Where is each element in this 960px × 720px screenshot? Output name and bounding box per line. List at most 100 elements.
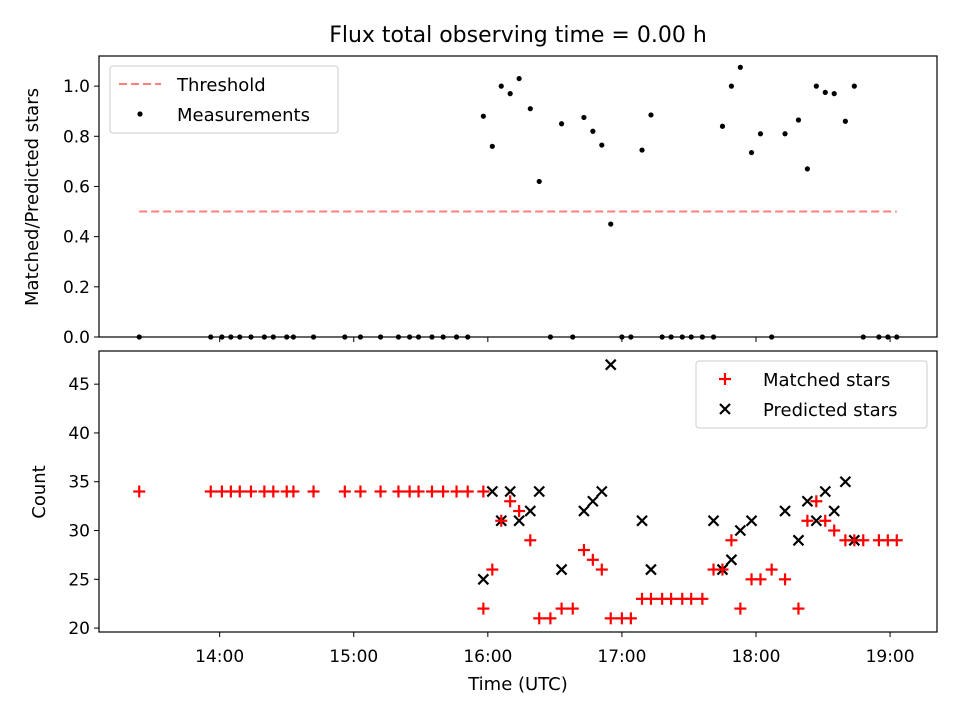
predicted-stars-point	[810, 514, 823, 527]
matched-stars-point	[354, 485, 367, 498]
matched-stars-point	[685, 592, 698, 605]
bottom-y-axis: 20 25 30 35 40 45	[68, 375, 99, 639]
matched-stars-point	[734, 602, 747, 615]
top-y-tick-label: 0.2	[63, 278, 90, 298]
matched-stars-point	[779, 573, 792, 586]
measurement-point	[813, 83, 819, 89]
measurement-point	[608, 221, 614, 227]
matched-stars-point	[544, 612, 557, 625]
bottom-y-tick-label: 35	[68, 473, 90, 493]
bottom-y-axis-label: Count	[29, 465, 50, 518]
matched-stars-point	[555, 602, 568, 615]
matched-stars-point	[819, 514, 832, 527]
x-axis-label: Time (UTC)	[467, 674, 568, 695]
predicted-stars-point	[745, 514, 758, 527]
matched-stars-legend-swatch	[719, 373, 731, 385]
measurement-point	[639, 147, 645, 153]
matched-stars-point	[810, 495, 823, 508]
top-axes-frame	[98, 55, 938, 338]
bottom-y-tick-label: 45	[68, 375, 90, 395]
top-y-axis-label: Matched/Predicted stars	[22, 88, 43, 306]
predicted-stars-point	[636, 514, 648, 527]
predicted-stars-point	[596, 485, 608, 498]
bottom-x-tick-label: 15:00	[329, 647, 378, 667]
predicted-stars-point	[779, 505, 791, 517]
bottom-y-tick-label: 25	[68, 570, 90, 590]
matched-stars-point	[133, 485, 146, 498]
matched-stars-point	[477, 602, 490, 615]
predicted-stars-point	[504, 485, 516, 498]
measurement-point	[748, 149, 755, 156]
predicted-stars-point	[801, 495, 814, 508]
measurement-point	[527, 106, 533, 112]
measurement-point	[507, 91, 513, 97]
bottom-axes-frame	[98, 350, 938, 633]
predicted-stars-point	[477, 573, 490, 586]
matched-stars-point	[287, 485, 300, 498]
measurement-point	[599, 142, 605, 148]
measurement-point	[842, 118, 848, 124]
predicted-stars-point	[578, 505, 590, 517]
measurement-point	[831, 91, 837, 97]
predicted-stars-legend-label: Predicted stars	[763, 400, 897, 421]
matched-stars-point	[267, 485, 280, 498]
matched-stars-point	[533, 612, 546, 625]
matched-stars-point	[504, 495, 517, 508]
matched-stars-point	[828, 524, 841, 537]
top-legend-box	[109, 65, 339, 134]
top-legend: Threshold Measurements	[109, 65, 339, 134]
measurement-point	[581, 114, 587, 121]
measurement-point	[489, 143, 495, 149]
predicted-stars-point	[513, 514, 525, 527]
measurement-point	[480, 113, 486, 119]
measurement-point	[737, 64, 743, 70]
matched-stars-point	[450, 485, 463, 498]
matched-stars-point	[425, 485, 438, 498]
matched-stars-point	[577, 544, 590, 557]
matched-stars-point	[461, 485, 474, 498]
measurements-legend-label: Measurements	[177, 105, 310, 126]
top-y-tick-label: 0.8	[63, 127, 90, 147]
matched-stars-point	[307, 485, 320, 498]
matched-stars-point	[595, 563, 608, 576]
measurement-point	[590, 128, 596, 134]
matched-stars-point	[486, 563, 499, 576]
matched-stars-point	[765, 563, 778, 576]
matched-stars-point	[604, 612, 617, 625]
predicted-stars-point	[819, 485, 832, 498]
matched-stars-point	[624, 612, 637, 625]
predicted-stars-point	[828, 505, 840, 517]
matched-stars-point	[725, 534, 738, 547]
predicted-stars-point	[555, 563, 568, 576]
bottom-x-tick-label: 18:00	[731, 647, 780, 667]
top-y-tick-label: 0.0	[63, 328, 90, 348]
bottom-legend: Matched stars Predicted stars	[695, 360, 928, 429]
top-y-tick-label: 1.0	[63, 77, 90, 97]
predicted-stars-point	[524, 505, 537, 517]
matched-stars-point	[644, 592, 657, 605]
predicted-stars-point	[533, 485, 546, 498]
predicted-stars-point	[645, 563, 657, 576]
matched-stars-point	[716, 563, 729, 576]
matched-stars-point	[204, 485, 217, 498]
predicted-stars-point	[587, 495, 599, 508]
matched-stars-point	[566, 602, 579, 615]
matched-stars-point	[392, 485, 405, 498]
matched-stars-point	[792, 602, 805, 615]
predicted-stars-point	[734, 524, 747, 537]
predicted-stars-point	[725, 554, 738, 566]
measurement-point	[728, 83, 735, 89]
measurement-point	[719, 123, 726, 129]
measurement-point	[782, 131, 788, 137]
matched-stars-point	[374, 485, 387, 498]
bottom-plot-area	[133, 358, 903, 625]
chart-title: Flux total observing time = 0.00 h	[329, 23, 707, 48]
top-x-axis	[219, 337, 891, 342]
matched-stars-point	[338, 485, 351, 498]
top-y-tick-label: 0.6	[63, 177, 90, 197]
bottom-y-tick-label: 40	[68, 424, 90, 444]
matched-stars-point	[586, 553, 599, 566]
predicted-stars-point	[486, 485, 499, 498]
matched-stars-point	[437, 485, 450, 498]
matched-stars-point	[857, 534, 870, 547]
